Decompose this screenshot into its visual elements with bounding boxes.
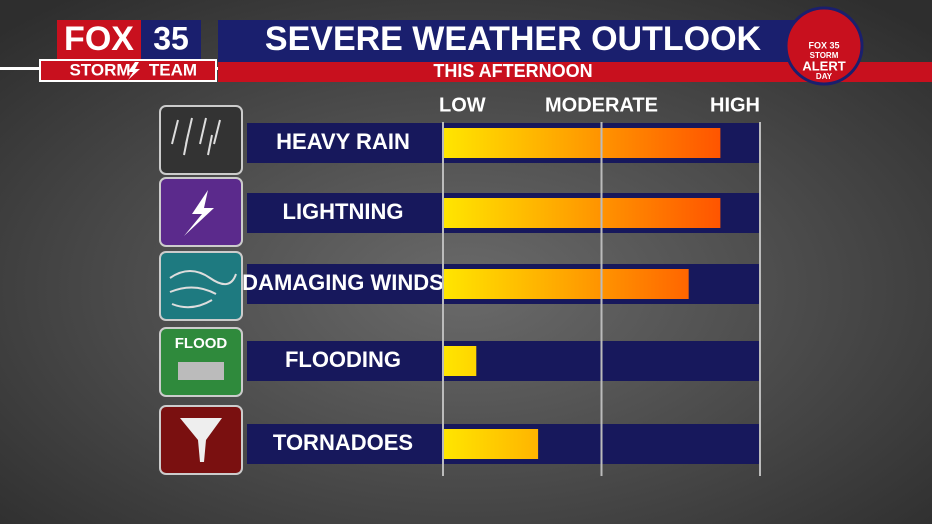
bar (443, 346, 477, 376)
bar (443, 269, 689, 299)
subtitle-band (218, 62, 932, 82)
flood-house (178, 362, 224, 380)
logo-fox-box (57, 20, 141, 60)
x-tick-label: HIGH (710, 94, 760, 116)
logo-team: TEAM (149, 60, 197, 79)
badge-line2: ALERT (802, 58, 845, 73)
logo-fox: FOX (64, 20, 134, 58)
x-tick-label: LOW (439, 94, 486, 116)
rows: HEAVY RAIN LIGHTNING DAMAGING WINDS FLOODIN… (242, 123, 760, 464)
bar (443, 198, 721, 228)
category-label: FLOODING (285, 347, 401, 372)
icons (159, 105, 243, 475)
chart-subtitle: THIS AFTERNOON (433, 61, 592, 81)
badge-line3: DAY (816, 72, 833, 81)
bar (443, 429, 539, 459)
category-label: TORNADOES (273, 430, 413, 455)
logo-number: 35 (153, 20, 189, 56)
logo-storm: STORM (69, 60, 130, 79)
wind-icon (159, 251, 243, 321)
bar (443, 128, 721, 158)
category-label: DAMAGING WINDS (242, 270, 444, 295)
badge (784, 6, 864, 86)
logo-number-box (141, 20, 201, 60)
badge-line1: STORM (810, 51, 839, 60)
bolt-icon (128, 62, 140, 80)
x-tick-label: MODERATE (545, 94, 658, 116)
flood-icon-label: FLOOD (175, 335, 228, 352)
badge-station: FOX 35 (808, 40, 839, 50)
bar-track (247, 341, 760, 381)
title-band (218, 20, 798, 62)
team-box (39, 59, 217, 82)
category-label: HEAVY RAIN (276, 129, 410, 154)
lightning-bolt (184, 190, 214, 236)
rain-drops (171, 117, 221, 156)
wind-swirls (169, 270, 237, 309)
category-label: LIGHTNING (283, 199, 404, 224)
tornado-funnel (180, 418, 222, 462)
chart-title: SEVERE WEATHER OUTLOOK (265, 20, 762, 58)
